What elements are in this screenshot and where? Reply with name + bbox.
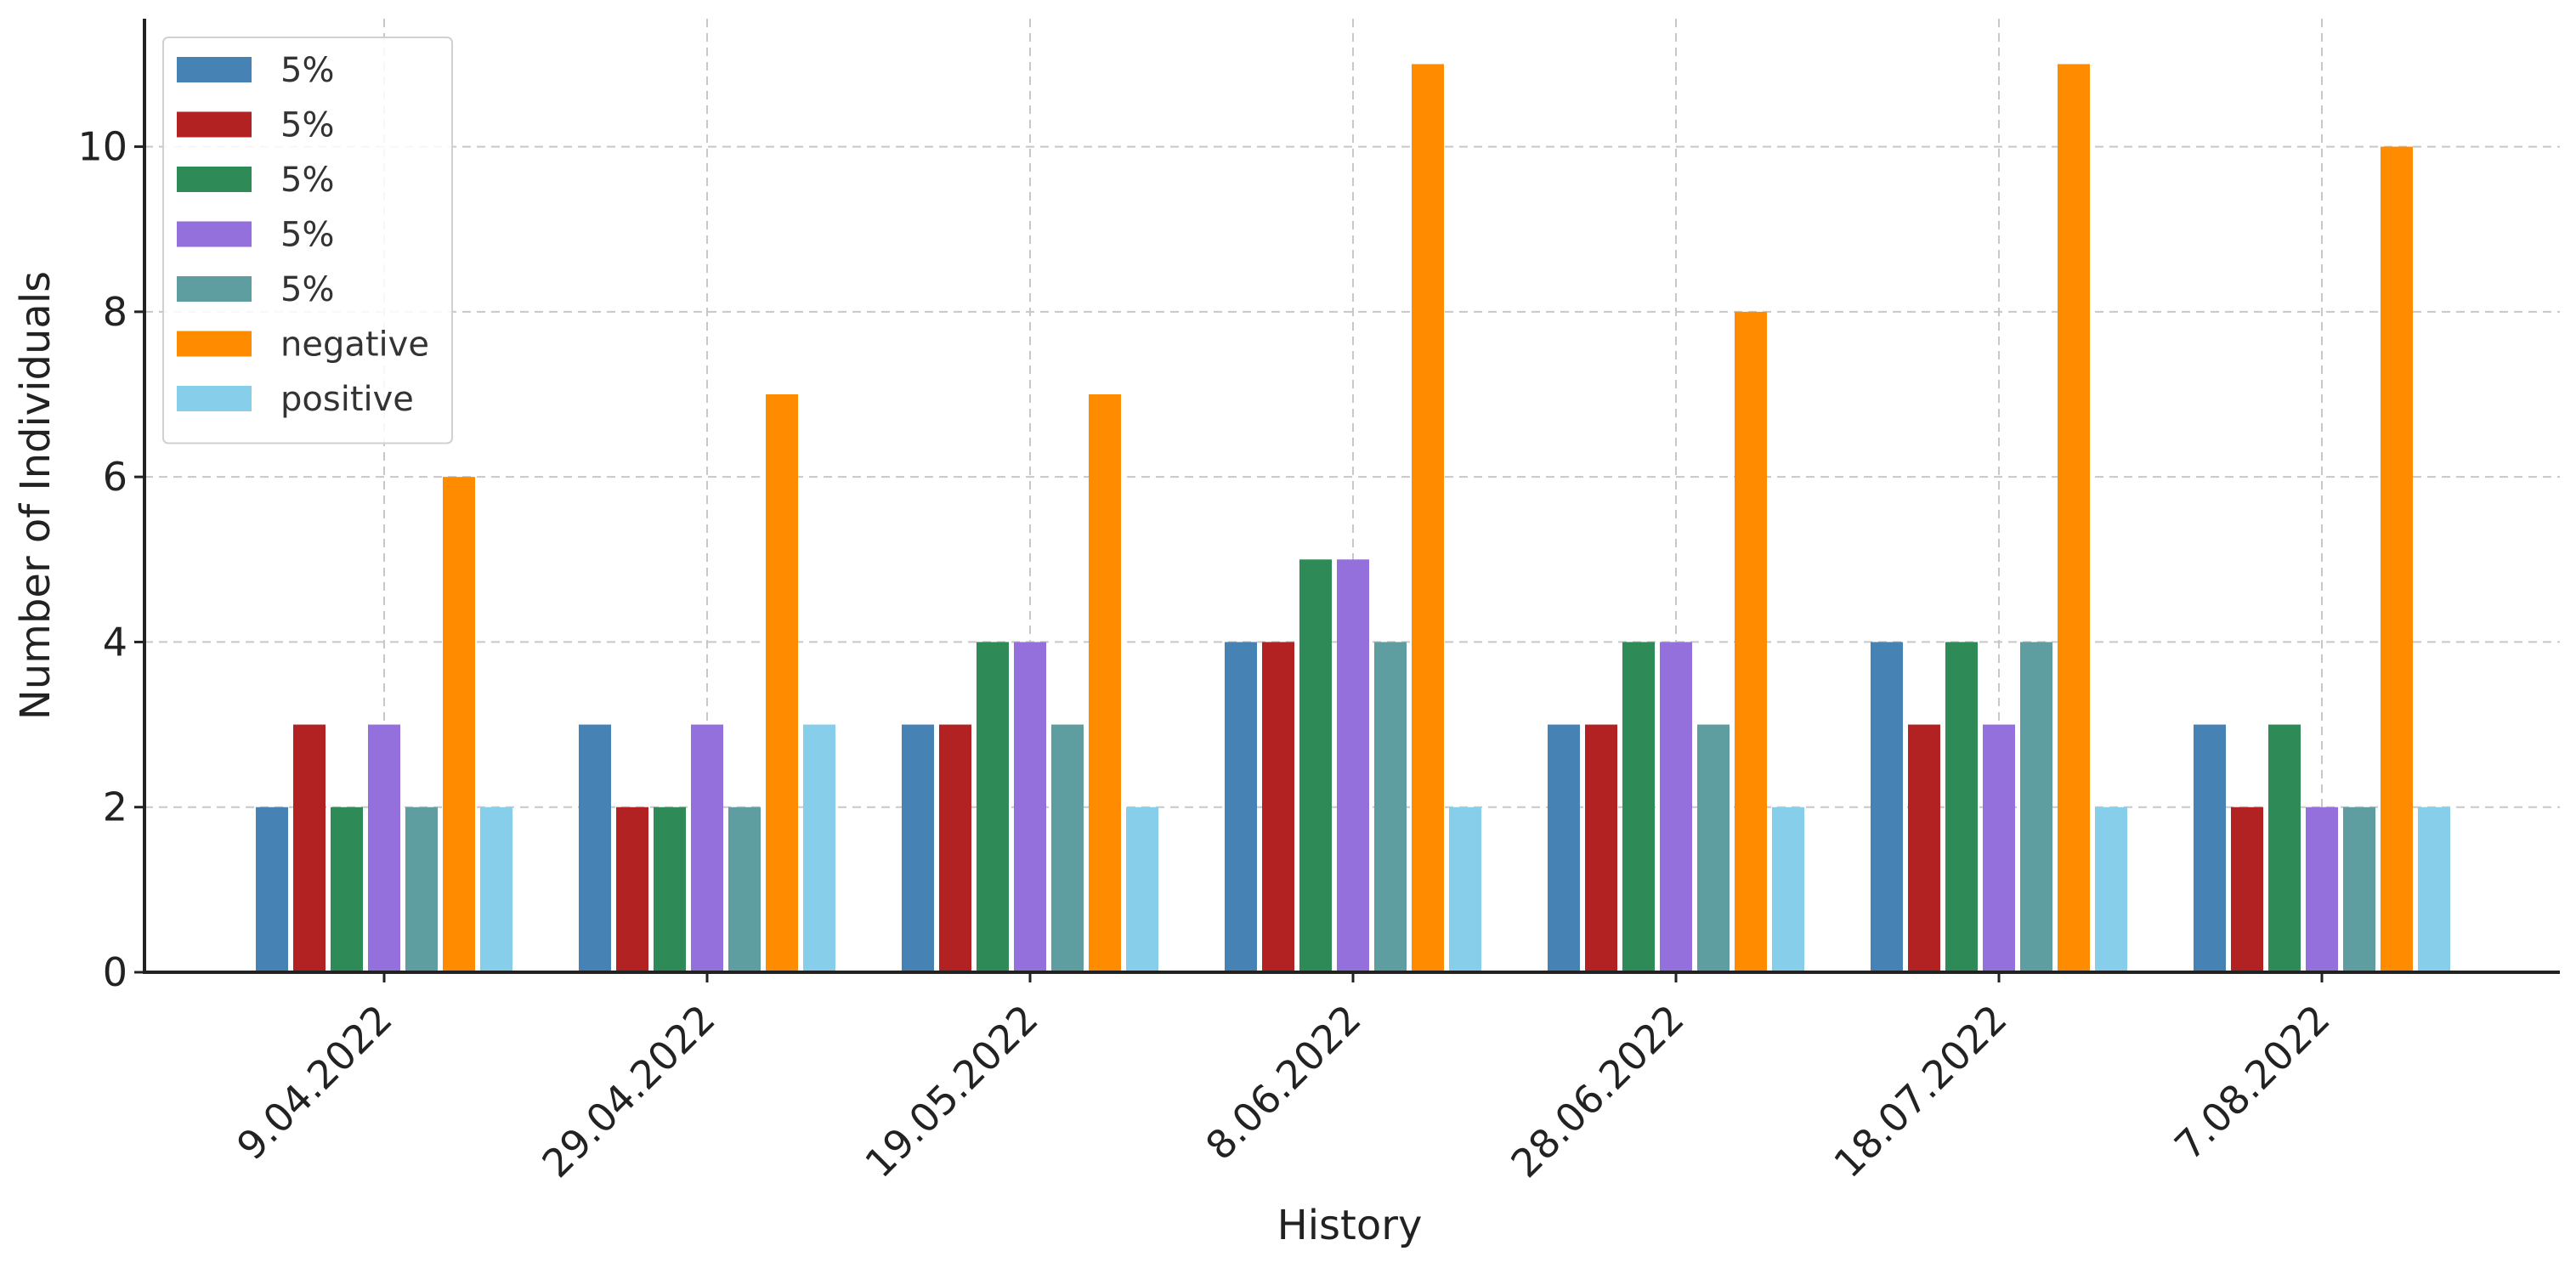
legend-swatch bbox=[177, 386, 252, 411]
bar bbox=[2268, 724, 2301, 972]
bar bbox=[1262, 642, 1294, 972]
bar bbox=[691, 724, 723, 972]
bar bbox=[480, 807, 512, 972]
y-tick-label: 8 bbox=[103, 289, 127, 335]
legend-swatch bbox=[177, 167, 252, 192]
bars bbox=[256, 64, 2450, 973]
x-tick-label: 28.06.2022 bbox=[1502, 996, 1692, 1186]
bar bbox=[1225, 642, 1257, 972]
bar bbox=[2418, 807, 2450, 972]
bar bbox=[443, 477, 475, 972]
bar bbox=[1660, 642, 1692, 972]
y-tick-label: 0 bbox=[103, 949, 127, 995]
bar bbox=[1374, 642, 1407, 972]
x-tick-label: 8.06.2022 bbox=[1197, 996, 1370, 1169]
y-tick-label: 4 bbox=[103, 619, 127, 665]
bar bbox=[1983, 724, 2015, 972]
bar bbox=[1051, 724, 1084, 972]
x-axis-label: History bbox=[1277, 1202, 1423, 1249]
x-tick-label: 18.07.2022 bbox=[1825, 996, 2015, 1186]
legend-label: 5% bbox=[280, 106, 334, 145]
x-tick-label: 19.05.2022 bbox=[856, 996, 1046, 1186]
bar bbox=[293, 724, 326, 972]
legend-swatch bbox=[177, 221, 252, 247]
bar bbox=[2058, 64, 2090, 972]
bar bbox=[2194, 724, 2226, 972]
bar bbox=[1299, 559, 1332, 972]
legend-swatch bbox=[177, 111, 252, 138]
legend-label: 5% bbox=[280, 161, 334, 200]
bar bbox=[1337, 559, 1369, 972]
bar bbox=[902, 724, 934, 972]
bar bbox=[2381, 146, 2413, 973]
x-tick-label: 7.08.2022 bbox=[2166, 996, 2339, 1169]
bar bbox=[1126, 807, 1158, 972]
bar bbox=[654, 807, 686, 972]
bar bbox=[2306, 807, 2338, 972]
legend-label: positive bbox=[280, 380, 414, 419]
bar bbox=[1735, 311, 1767, 972]
bar bbox=[766, 394, 798, 972]
y-tick-label: 6 bbox=[103, 454, 127, 500]
legend-label: 5% bbox=[280, 51, 334, 90]
bar bbox=[1089, 394, 1121, 972]
bar bbox=[1449, 807, 1481, 972]
bar bbox=[1014, 642, 1046, 972]
bar bbox=[939, 724, 971, 972]
legend: 5% 5% 5% 5% 5% negative positive bbox=[162, 37, 453, 444]
bar bbox=[2020, 642, 2052, 972]
legend-swatch bbox=[177, 57, 252, 82]
bar bbox=[728, 807, 761, 972]
bar bbox=[977, 642, 1009, 972]
axes bbox=[143, 19, 2560, 974]
bar bbox=[616, 807, 648, 972]
bar bbox=[368, 724, 400, 972]
bar bbox=[1772, 807, 1804, 972]
y-tick-label: 2 bbox=[103, 784, 127, 830]
y-tick-label: 10 bbox=[77, 124, 127, 170]
legend-label: negative bbox=[280, 325, 429, 365]
bar bbox=[1908, 724, 1940, 972]
y-axis-label: Number of Individuals bbox=[12, 271, 59, 720]
bar bbox=[1945, 642, 1978, 972]
bar bbox=[1697, 724, 1730, 972]
legend-label: 5% bbox=[280, 216, 334, 255]
bar bbox=[1548, 724, 1580, 972]
bar bbox=[1412, 64, 1444, 972]
legend-swatch bbox=[177, 276, 252, 302]
legend-label: 5% bbox=[280, 270, 334, 309]
bar bbox=[1622, 642, 1655, 972]
bar bbox=[803, 724, 835, 972]
bar bbox=[405, 807, 438, 972]
bar bbox=[1585, 724, 1617, 972]
x-tick-label: 29.04.2022 bbox=[533, 996, 723, 1186]
bar bbox=[331, 807, 363, 972]
bar bbox=[579, 724, 611, 972]
bar bbox=[2231, 807, 2263, 972]
bar bbox=[2095, 807, 2127, 972]
legend-swatch bbox=[177, 331, 252, 357]
bar bbox=[1871, 642, 1903, 972]
bar bbox=[256, 807, 288, 972]
x-tick-label: 9.04.2022 bbox=[228, 996, 401, 1169]
bar bbox=[2343, 807, 2375, 972]
